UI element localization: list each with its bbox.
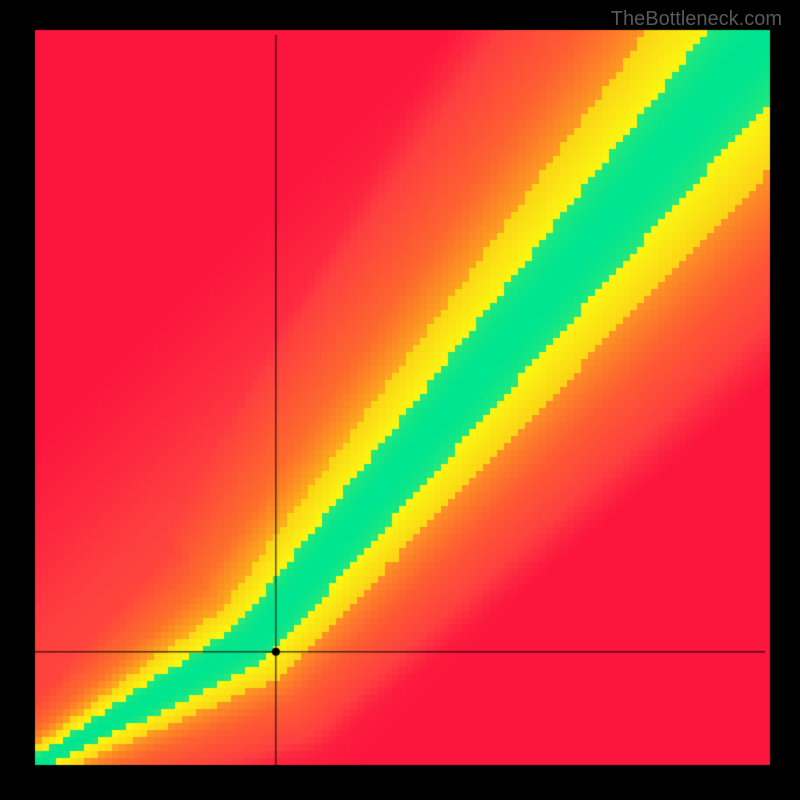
chart-container: TheBottleneck.com	[0, 0, 800, 800]
watermark-text: TheBottleneck.com	[611, 8, 782, 31]
heatmap-canvas	[0, 0, 800, 800]
